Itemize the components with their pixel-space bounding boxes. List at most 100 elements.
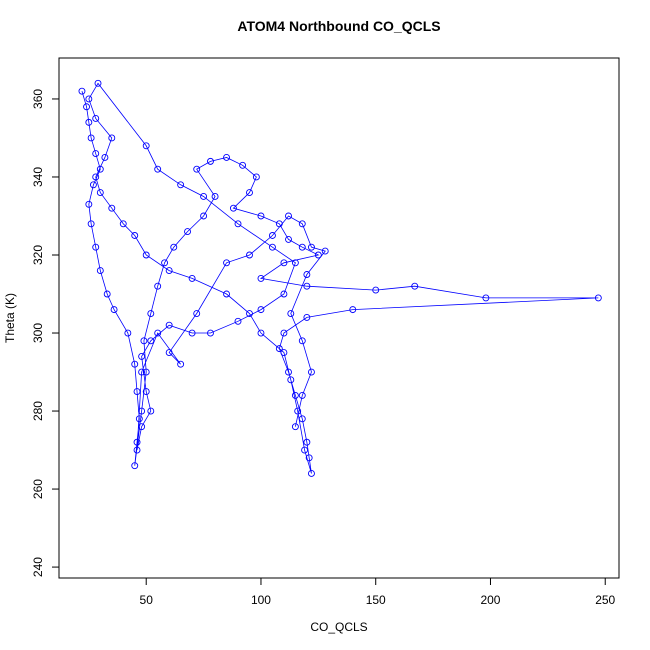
data-point bbox=[154, 329, 162, 337]
data-point bbox=[308, 470, 315, 477]
data-point bbox=[298, 391, 306, 399]
data-point bbox=[234, 317, 242, 325]
data-point bbox=[482, 294, 490, 302]
y-tick-label: 360 bbox=[31, 89, 45, 109]
data-point bbox=[170, 243, 178, 251]
data-point bbox=[188, 329, 196, 337]
data-point bbox=[280, 349, 288, 356]
data-point bbox=[207, 329, 214, 337]
data-point bbox=[96, 267, 104, 275]
data-point bbox=[140, 337, 148, 345]
data-point bbox=[308, 243, 315, 251]
x-tick-label: 250 bbox=[595, 593, 615, 607]
data-point bbox=[83, 103, 90, 111]
data-point bbox=[257, 329, 265, 337]
y-tick-label: 320 bbox=[31, 245, 45, 265]
data-point bbox=[372, 286, 380, 294]
y-tick-label: 280 bbox=[31, 401, 45, 421]
data-point bbox=[124, 329, 132, 337]
data-point bbox=[154, 282, 162, 290]
data-point bbox=[177, 181, 185, 189]
data-point bbox=[193, 165, 201, 173]
data-point bbox=[142, 251, 150, 259]
data-point bbox=[133, 446, 141, 454]
data-point bbox=[280, 290, 288, 298]
data-point bbox=[291, 259, 299, 267]
data-point bbox=[303, 313, 311, 321]
data-point bbox=[305, 454, 313, 462]
data-point bbox=[138, 368, 146, 376]
chart-title: ATOM4 Northbound CO_QCLS bbox=[237, 18, 440, 34]
data-point bbox=[257, 274, 265, 282]
data-point bbox=[349, 306, 357, 314]
data-point bbox=[108, 204, 116, 212]
data-point bbox=[257, 212, 265, 220]
data-point bbox=[294, 407, 302, 415]
data-point bbox=[184, 228, 191, 236]
data-point bbox=[165, 267, 173, 275]
data-point bbox=[110, 306, 118, 314]
data-point bbox=[119, 220, 127, 228]
data-point bbox=[147, 310, 155, 317]
data-point bbox=[321, 247, 329, 255]
x-tick-label: 100 bbox=[251, 593, 271, 607]
data-point bbox=[154, 165, 162, 173]
data-point bbox=[200, 212, 208, 220]
data-point bbox=[138, 407, 146, 415]
x-tick-label: 50 bbox=[140, 593, 154, 607]
y-tick-label: 260 bbox=[31, 479, 45, 499]
data-point bbox=[287, 310, 295, 317]
y-tick-label: 240 bbox=[31, 557, 45, 577]
data-point bbox=[133, 388, 141, 395]
data-point bbox=[87, 134, 95, 142]
x-axis-label: CO_QCLS bbox=[310, 620, 367, 634]
data-point bbox=[268, 232, 276, 239]
data-point bbox=[246, 189, 253, 197]
data-point bbox=[85, 95, 93, 103]
data-point bbox=[135, 415, 143, 423]
data-point bbox=[96, 189, 104, 197]
data-point bbox=[301, 446, 309, 454]
data-point bbox=[246, 251, 253, 259]
data-point bbox=[92, 173, 100, 181]
data-point bbox=[291, 391, 299, 399]
data-point bbox=[147, 407, 155, 415]
data-point bbox=[87, 220, 95, 228]
data-point bbox=[142, 388, 150, 395]
data-point bbox=[142, 142, 150, 150]
data-point bbox=[298, 220, 306, 228]
data-point bbox=[92, 243, 100, 251]
data-point bbox=[94, 79, 102, 87]
data-point bbox=[229, 204, 237, 212]
data-point bbox=[85, 118, 93, 126]
data-point bbox=[268, 243, 276, 251]
data-point bbox=[131, 232, 139, 239]
data-point bbox=[246, 310, 253, 317]
data-point bbox=[78, 87, 86, 95]
data-point bbox=[285, 368, 292, 376]
x-tick-label: 200 bbox=[480, 593, 500, 607]
data-point bbox=[193, 310, 201, 317]
data-point bbox=[252, 173, 260, 181]
data-point bbox=[96, 165, 104, 173]
data-point bbox=[131, 360, 139, 368]
data-point bbox=[85, 200, 93, 208]
x-tick-label: 150 bbox=[366, 593, 386, 607]
data-point bbox=[275, 345, 283, 353]
data-point bbox=[138, 352, 146, 360]
data-point bbox=[280, 329, 288, 337]
data-point bbox=[133, 438, 141, 446]
data-point bbox=[101, 154, 109, 161]
data-point bbox=[594, 294, 602, 302]
data-point bbox=[142, 368, 150, 376]
data-point bbox=[165, 321, 173, 329]
data-point bbox=[257, 306, 265, 314]
data-line bbox=[81, 82, 599, 474]
data-point bbox=[223, 290, 230, 298]
data-point bbox=[285, 212, 292, 220]
y-tick-label: 300 bbox=[31, 323, 45, 343]
data-point bbox=[200, 193, 208, 200]
data-point bbox=[303, 271, 311, 278]
